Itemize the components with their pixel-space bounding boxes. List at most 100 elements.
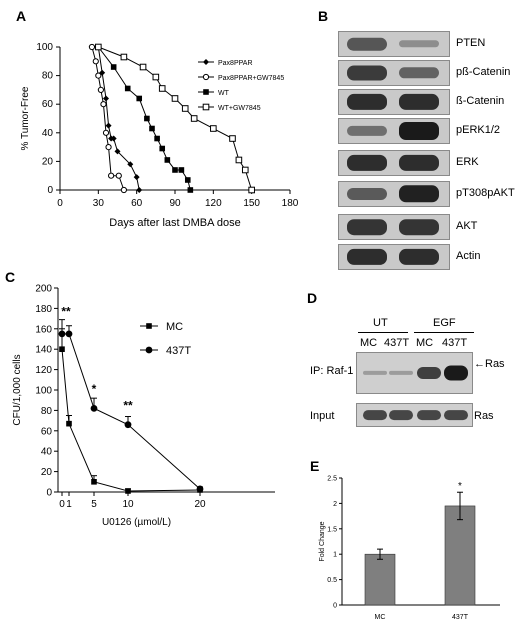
a-legend-marker [203,59,209,65]
lane-label: 437T [384,337,410,349]
blot-band [399,40,439,48]
a-data-point [120,53,128,61]
a-data-point [102,129,110,136]
a-data-point [108,172,115,179]
a-data-point [95,43,102,51]
a-legend-marker [202,103,210,111]
input-label: Input [310,410,335,422]
c-y-tick-label: 120 [35,365,52,376]
blot-band [399,93,439,111]
a-legend-label: Pax8PPAR+GW7845 [218,75,284,82]
a-y-tick-label: 0 [47,185,53,196]
a-data-point [95,72,102,79]
ut-bracket-line [358,332,408,333]
blot-band [399,154,439,172]
a-data-point [171,95,179,102]
blot-row-label: PTEN [456,37,486,49]
a-data-point [110,135,117,142]
blot-row-label: AKT [456,220,478,232]
a-series-line [91,46,140,191]
a-data-point [241,166,249,174]
a-y-tick-label: 80 [42,71,54,82]
blot-strip [338,60,450,86]
blot-band [399,248,439,266]
a-x-tick-label: 180 [282,198,299,209]
a-y-tick-label: 100 [36,42,53,53]
c-data-point [196,485,204,493]
a-legend-marker [203,89,209,95]
c-series-line [61,349,201,492]
a-data-point [120,186,127,194]
e-y-tick-label: 0 [333,603,337,610]
c-y-tick-label: 60 [41,426,53,437]
e-significance-mark: * [458,481,462,492]
c-significance-mark: ** [123,398,133,412]
e-y-tick-label: 2.5 [327,476,337,483]
a-x-tick-label: 90 [169,198,181,209]
a-data-point [164,157,171,163]
c-data-point [59,346,65,352]
c-data-point [91,479,97,485]
ip-raf1-label: IP: Raf-1 [310,365,354,377]
a-data-point [103,95,109,102]
a-data-point [88,44,95,50]
a-data-point [190,115,198,122]
c-x-tick-label: 1 [66,499,72,510]
a-data-point [229,135,236,142]
c-significance-mark: ** [61,305,71,319]
a-data-point [235,156,243,164]
panel-label-e: E [310,458,320,474]
a-data-point [184,177,191,183]
a-data-point [172,167,178,173]
a-legend-marker [202,73,210,81]
c-y-tick-label: 80 [41,406,53,417]
c-x-tick-label: 20 [194,499,206,510]
c-data-point [124,421,132,429]
blot-band [347,125,387,137]
blot-strip [338,150,450,176]
panel-label-b: B [318,8,329,24]
a-data-point [152,73,160,81]
c-legend-marker [145,346,153,354]
blot-band [399,219,439,235]
a-series-line [91,46,125,191]
c-y-tick-label: 200 [35,284,52,295]
panel-label-c: C [5,269,16,285]
c-legend-marker [146,323,152,329]
a-data-point [95,44,102,50]
a-data-point [105,122,112,129]
a-data-point [178,167,185,173]
e-y-tick-label: 1.5 [327,526,337,533]
a-data-point [108,135,115,142]
blot-strip [338,31,450,57]
c-data-point [58,330,66,338]
blot-row-label: pERK1/2 [456,124,501,136]
blot-band [347,65,387,81]
e-category-label: MC [375,614,386,621]
c-x-tick-label: 5 [91,499,97,510]
blot-band [389,370,413,376]
e-bar [444,505,476,606]
a-data-point [210,125,217,132]
blot-band [347,37,387,51]
blot-row-label: Actin [456,250,481,262]
a-y-axis-label: % Tumor-Free [20,86,31,150]
a-legend-label: WT [218,90,230,97]
a-data-point [95,44,102,50]
a-data-point [127,161,134,168]
a-series-line [98,46,253,191]
blot-band [444,410,468,420]
a-data-point [99,69,106,76]
blot-row-label: pß-Catenin [456,66,511,78]
blot-band [347,154,387,172]
c-y-tick-label: 20 [41,467,53,478]
a-x-axis-label: Days after last DMBA dose [109,217,240,229]
blot-band [399,67,439,79]
blot-band [399,185,439,203]
c-significance-mark: * [92,382,97,396]
ras-label: Ras [474,410,494,422]
c-data-point [65,330,73,338]
e-y-axis-label: Fold Change [319,521,326,561]
a-legend-label: WT+GW7845 [218,105,261,112]
group-label-ut: UT [373,317,388,329]
